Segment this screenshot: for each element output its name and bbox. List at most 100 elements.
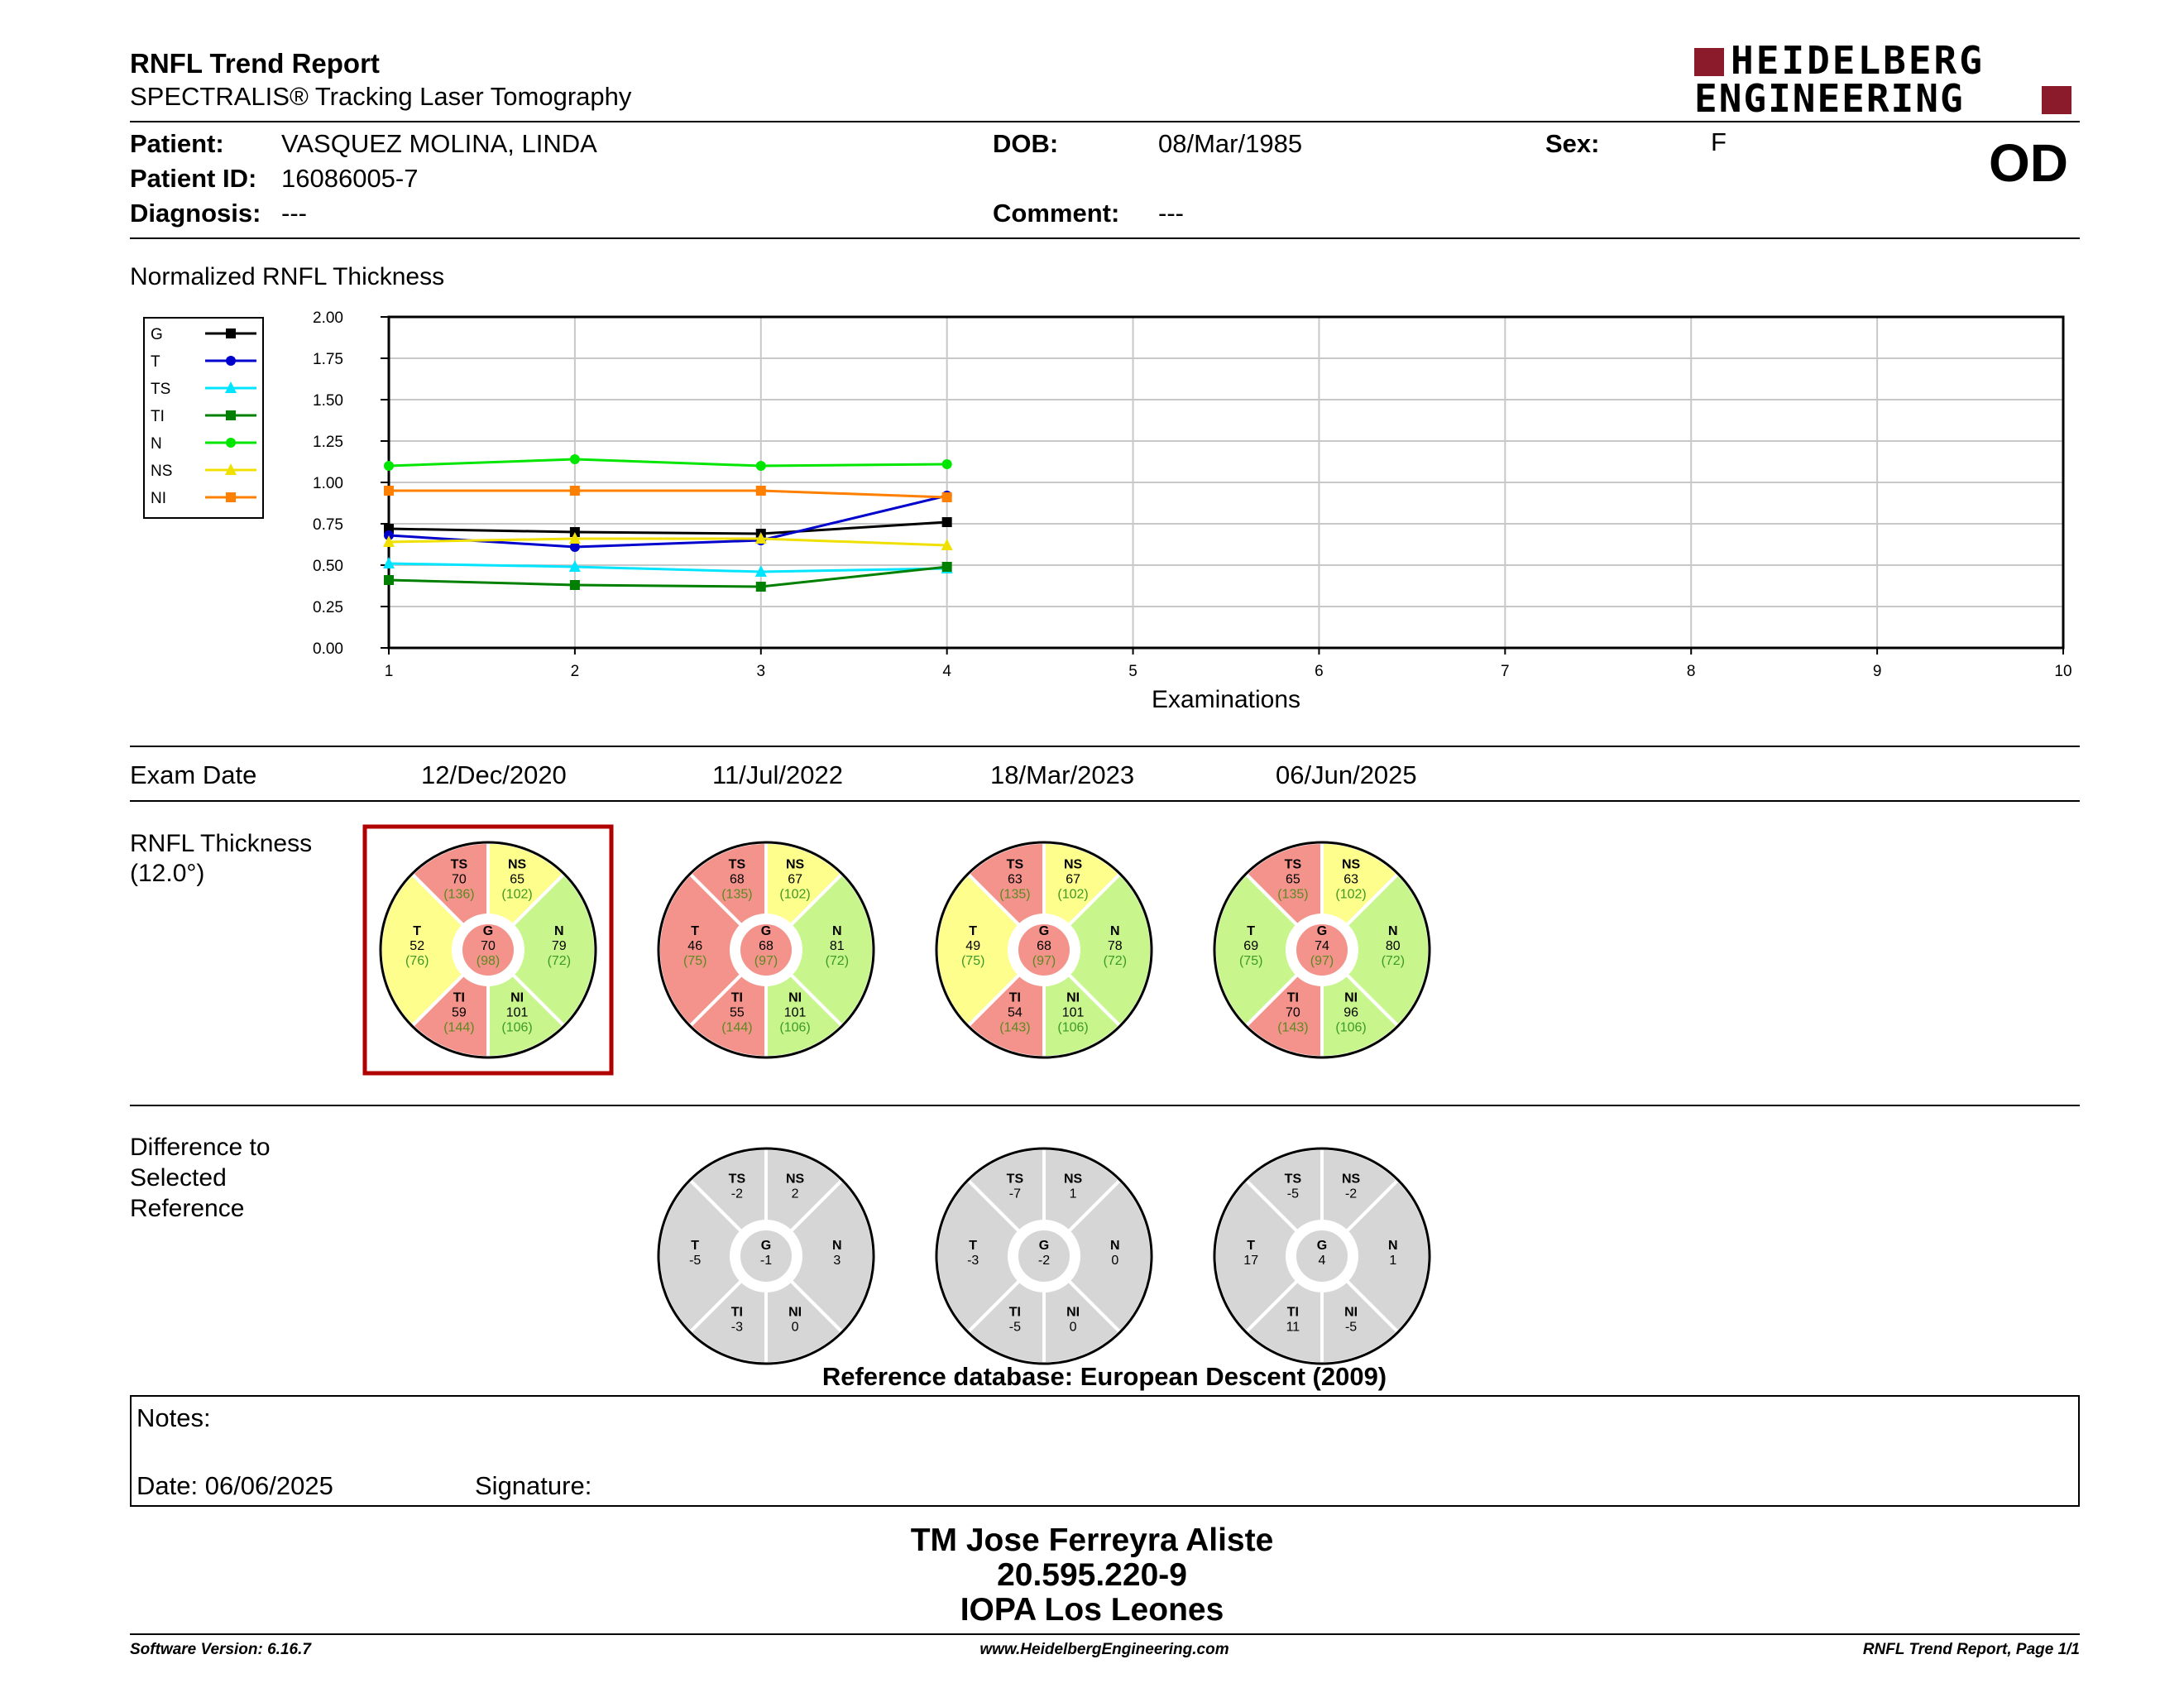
sector-name: G	[483, 924, 493, 938]
map-outline	[935, 1147, 1153, 1365]
legend-label: NI	[151, 490, 166, 507]
heidelberg-logo: HEIDELBERG ENGINEERING	[1694, 40, 2081, 119]
sector-name: TS	[729, 857, 746, 871]
sector-name: NS	[1064, 857, 1083, 871]
legend-marker	[226, 438, 236, 448]
thickness-angle: (12.0°)	[130, 860, 205, 887]
exam-date-1: 12/Dec/2020	[421, 760, 567, 789]
sector-value: -2	[1345, 1187, 1357, 1201]
website-link[interactable]: www.HeidelbergEngineering.com	[979, 1641, 1229, 1658]
page-info: RNFL Trend Report, Page 1/1	[1862, 1641, 2080, 1658]
data-point	[941, 459, 952, 469]
sector-name: NS	[508, 857, 527, 871]
sector-value: 1	[1070, 1187, 1077, 1201]
sector-value: 70	[1286, 1006, 1300, 1020]
x-tick-label: 9	[1873, 663, 1882, 680]
notes-box: Notes: Date: 06/06/2025 Signature:	[130, 1395, 2080, 1507]
data-point	[568, 532, 581, 544]
sector-reference: (72)	[548, 954, 571, 968]
data-point	[754, 532, 767, 544]
y-tick-label: 1.25	[313, 434, 343, 451]
sector-value: 67	[1066, 872, 1080, 886]
sector-reference: (72)	[1104, 954, 1127, 968]
y-tick-label: 0.50	[313, 558, 343, 575]
sector-value: 3	[833, 1254, 841, 1268]
sector-value: 96	[1343, 1006, 1358, 1020]
comment-value: ---	[1158, 199, 1184, 228]
signer-id: 20.595.220-9	[997, 1557, 1187, 1593]
sector-name: TS	[1007, 857, 1024, 871]
legend-label: TS	[151, 381, 170, 398]
sector-g	[1293, 1227, 1351, 1285]
sector-reference: (102)	[779, 887, 810, 901]
sector-value: -5	[689, 1254, 701, 1268]
series-ti	[384, 562, 952, 592]
sector-name: TI	[453, 991, 465, 1005]
selected-reference-box	[362, 824, 614, 1076]
sector-name: T	[1247, 924, 1255, 938]
sector-value: 68	[1037, 939, 1051, 953]
y-tick-label: 0.00	[313, 640, 343, 658]
logo-line-1: HEIDELBERG	[1731, 38, 1985, 83]
legend-label: T	[151, 353, 160, 371]
series-ns	[383, 532, 953, 550]
sex-value: F	[1711, 127, 1727, 156]
sector-reference: (106)	[779, 1021, 810, 1035]
sector-name: N	[1110, 1239, 1120, 1253]
y-tick-label: 0.75	[313, 516, 343, 534]
sector-name: TI	[1287, 991, 1299, 1005]
sector-reference: (75)	[683, 954, 706, 968]
sector-value: 46	[687, 939, 702, 953]
sector-reference: (102)	[1335, 887, 1366, 901]
data-point	[941, 562, 952, 572]
y-tick-label: 1.75	[313, 351, 343, 368]
patient-id-label: Patient ID:	[130, 164, 257, 193]
sector-name: N	[832, 924, 842, 938]
sector-name: TI	[731, 991, 743, 1005]
legend-marker	[225, 463, 237, 475]
exam-date-2: 11/Jul/2022	[712, 760, 843, 789]
sector-name: T	[1247, 1239, 1255, 1253]
sector-value: 55	[730, 1006, 745, 1020]
sector-value: -3	[731, 1321, 743, 1335]
sector-value: 4	[1319, 1254, 1326, 1268]
sector-reference: (75)	[1239, 954, 1262, 968]
map-outline	[379, 841, 597, 1059]
sector-name: TS	[451, 857, 468, 871]
sector-reference: (135)	[1277, 887, 1308, 901]
sector-name: NS	[1342, 1172, 1361, 1186]
sector-name: G	[761, 924, 771, 938]
y-tick-label: 0.25	[313, 599, 343, 616]
exam-date-3: 18/Mar/2023	[990, 760, 1135, 789]
sector-reference: (136)	[443, 887, 474, 901]
sector-name: NS	[1342, 857, 1361, 871]
x-tick-label: 4	[942, 663, 951, 680]
sector-name: G	[761, 1239, 771, 1253]
signer-name: TM Jose Ferreyra Aliste	[910, 1523, 1274, 1558]
legend-marker	[225, 381, 237, 393]
sector-value: 80	[1386, 939, 1401, 953]
data-point	[755, 461, 766, 471]
data-point	[754, 565, 767, 577]
map-outline	[935, 841, 1153, 1059]
data-point	[569, 486, 580, 496]
sector-name: NI	[788, 991, 802, 1005]
diagnosis-label: Diagnosis:	[130, 199, 261, 228]
sector-g	[737, 1227, 795, 1285]
exam-date-label: Exam Date	[130, 760, 257, 789]
difference-label-3: Reference	[130, 1195, 245, 1222]
sector-name: T	[413, 924, 421, 938]
sector-name: N	[1388, 924, 1398, 938]
sector-reference: (135)	[999, 887, 1030, 901]
exam-date-4: 06/Jun/2025	[1276, 760, 1417, 789]
sector-name: TI	[1287, 1306, 1299, 1320]
series-line	[388, 458, 947, 468]
thickness-label: RNFL Thickness	[130, 830, 313, 857]
sector-value: 101	[1062, 1006, 1085, 1020]
sector-value: 74	[1315, 939, 1329, 953]
legend-box	[143, 317, 264, 519]
sector-value: -2	[731, 1187, 743, 1201]
map-outline	[657, 1147, 875, 1365]
